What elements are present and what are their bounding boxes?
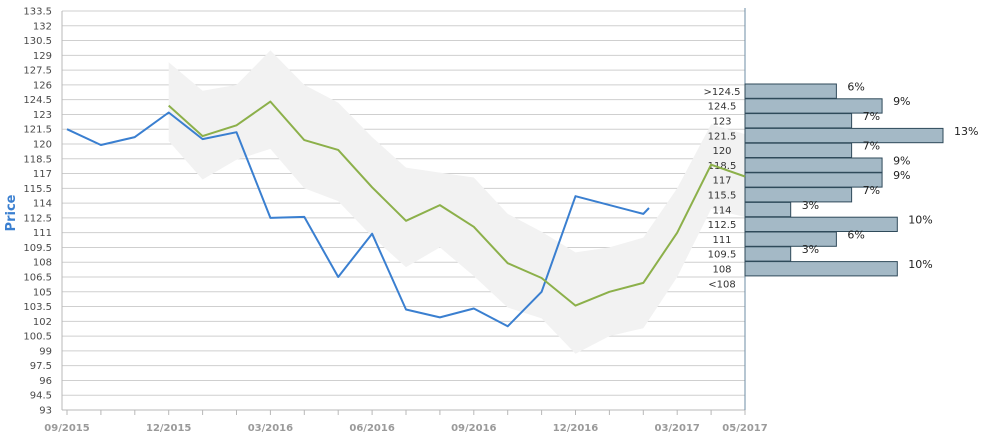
x-tick-label: 09/2015 (44, 423, 89, 434)
distribution-bin-label: <108 (708, 279, 735, 290)
x-tick-label: 06/2016 (349, 423, 394, 434)
distribution-bin-label: 114 (712, 205, 731, 216)
distribution-bar (744, 216, 898, 232)
distribution-percent-label: 13% (954, 125, 978, 138)
y-tick-label: 118.5 (23, 154, 52, 165)
x-tick-label: 05/2017 (722, 423, 767, 434)
x-tick-label: 03/2017 (654, 423, 699, 434)
y-tick-label: 120 (33, 140, 52, 151)
y-tick-label: 127.5 (23, 66, 52, 77)
distribution-percent-label: 9% (893, 169, 910, 182)
distribution-bin-label: 109.5 (708, 250, 737, 261)
distribution-percent-label: 9% (893, 95, 910, 108)
y-tick-label: 130.5 (23, 36, 52, 47)
distribution-bar (744, 113, 853, 129)
y-tick-label: 96 (39, 376, 52, 387)
y-tick-label: 112.5 (23, 213, 52, 224)
y-tick-label: 132 (33, 21, 52, 32)
band-area (168, 50, 745, 354)
distribution-bar (744, 157, 883, 173)
y-tick-label: 124.5 (23, 95, 52, 106)
distribution-bin-label: 117 (712, 176, 731, 187)
price-distribution: >124.5 6% 124.5 9% 123 7% 121.5 13% 120 7% 118.5 9%… (703, 80, 978, 290)
distribution-bin-label: 118.5 (708, 161, 737, 172)
x-tick-label: 12/2015 (146, 423, 191, 434)
y-tick-label: 121.5 (23, 125, 52, 136)
confidence-band (168, 50, 745, 354)
distribution-bin-label: 124.5 (708, 102, 737, 113)
distribution-percent-label: 3% (802, 199, 819, 212)
distribution-bin-label: 121.5 (708, 131, 737, 142)
distribution-bar (744, 261, 898, 277)
x-axis-ticks: 09/2015 12/2015 03/2016 06/2016 09/2016 12/20… (44, 410, 768, 434)
y-axis-ticks: 93 94.5 96 97.5 99 100.5 102 103.5 105 106.5 108 10… (23, 7, 52, 417)
distribution-bar (744, 98, 883, 114)
y-tick-label: 115.5 (23, 184, 52, 195)
y-tick-label: 97.5 (30, 361, 52, 372)
distribution-bar (744, 142, 853, 158)
distribution-bin-label: 108 (712, 265, 731, 276)
y-tick-label: 99 (39, 346, 52, 357)
series-line-2 (168, 100, 746, 307)
y-tick-label: 123 (33, 110, 52, 121)
distribution-percent-label: 7% (863, 184, 880, 197)
y-tick-label: 105 (33, 287, 52, 298)
distribution-bin-label: 112.5 (708, 220, 737, 231)
y-tick-label: 93 (39, 406, 52, 417)
x-tick-label: 03/2016 (248, 423, 293, 434)
distribution-percent-label: 10% (908, 214, 932, 227)
distribution-bin-label: 120 (712, 146, 731, 157)
distribution-percent-label: 7% (863, 140, 880, 153)
distribution-bar (744, 127, 944, 144)
y-tick-label: 102 (33, 317, 52, 328)
distribution-bin-label: >124.5 (703, 87, 740, 98)
distribution-bar (744, 231, 837, 247)
x-tick-label: 12/2016 (553, 423, 598, 434)
y-tick-label: 106.5 (23, 273, 52, 284)
distribution-bar (744, 201, 792, 218)
y-tick-label: 126 (33, 80, 52, 91)
y-tick-label: 133.5 (23, 7, 52, 18)
distribution-percent-label: 10% (908, 258, 932, 271)
distribution-bar (744, 83, 837, 99)
distribution-bin-label: 123 (712, 117, 731, 128)
distribution-bin-label: 111 (712, 235, 731, 246)
y-tick-label: 108 (33, 258, 52, 269)
y-tick-label: 103.5 (23, 302, 52, 313)
distribution-percent-label: 6% (847, 228, 864, 241)
distribution-bar (744, 246, 792, 262)
x-tick-label: 09/2016 (451, 423, 496, 434)
y-tick-label: 109.5 (23, 243, 52, 254)
y-tick-label: 117 (33, 169, 52, 180)
distribution-bin-label: 115.5 (708, 191, 737, 202)
y-tick-label: 100.5 (23, 332, 52, 343)
series-lines (66, 100, 746, 328)
y-tick-label: 129 (33, 51, 52, 62)
distribution-percent-label: 9% (893, 154, 910, 167)
y-tick-label: 111 (33, 228, 52, 239)
series-line-1 (66, 111, 650, 328)
y-tick-label: 114 (33, 199, 52, 210)
distribution-bar (744, 187, 853, 203)
distribution-percent-label: 7% (863, 110, 880, 123)
y-axis-label: Price (4, 194, 19, 231)
distribution-bar (744, 172, 883, 188)
y-tick-label: 94.5 (30, 391, 52, 402)
distribution-percent-label: 6% (847, 80, 864, 93)
distribution-percent-label: 3% (802, 243, 819, 256)
